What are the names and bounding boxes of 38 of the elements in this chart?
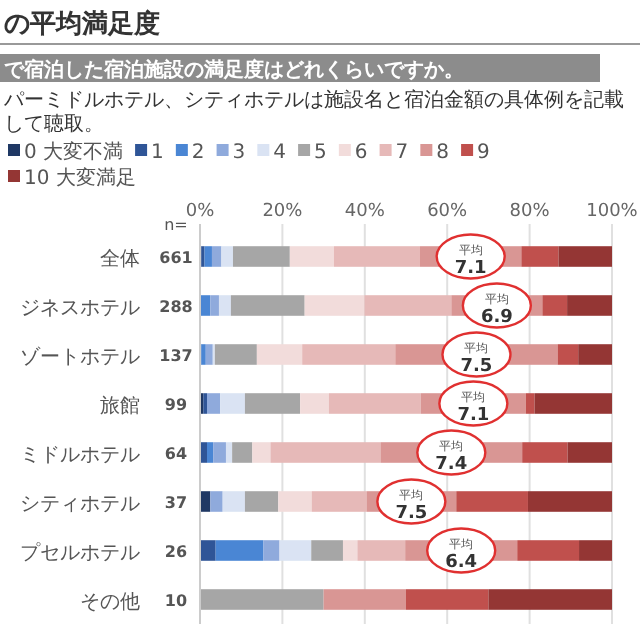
text: 37 — [164, 493, 188, 512]
legend-label: 4 — [273, 142, 287, 164]
legend-label: 3 — [232, 142, 246, 164]
legend-label: 8 — [436, 142, 450, 164]
chart-subtitle: で宿泊した宿泊施設の満足度はどれくらいですか。 — [4, 58, 464, 82]
text: n= — [164, 216, 188, 234]
text: 64 — [164, 444, 188, 463]
legend-label: 9 — [477, 142, 490, 164]
y-tick-label: シティホテル — [20, 493, 140, 516]
x-tick-label: 100% — [586, 202, 639, 222]
y-tick-label: プセルホテル — [20, 540, 140, 565]
y-tick-label: ミドルホテル — [20, 444, 140, 467]
text: 137 — [159, 346, 193, 365]
y-tick-label: ジネスホテル — [20, 297, 140, 320]
y-tick-label: 旅館 — [100, 393, 140, 418]
legend-label: 6 — [354, 142, 368, 164]
text: 10 — [164, 591, 188, 610]
legend-label: 10 大変満足 — [24, 166, 136, 190]
legend-label: 1 — [151, 142, 164, 164]
legend-label: 5 — [314, 142, 327, 164]
x-tick-label: 60% — [427, 202, 469, 222]
legend-label: 7 — [395, 142, 409, 164]
text: 26 — [164, 542, 188, 561]
legend-label: 0 大変不満 — [24, 140, 124, 164]
text: 288 — [159, 297, 194, 316]
y-tick-label: その他 — [80, 589, 140, 614]
x-tick-label: 80% — [509, 202, 551, 222]
note: パーミドルホテル、シティホテルは施設名と宿泊金額の具体例を記載して聴取。 — [4, 90, 624, 136]
subtitle: で宿泊した宿泊施設の満足度はどれくらいですか。 — [0, 54, 600, 82]
x-tick-label: 40% — [344, 202, 386, 222]
text: 99 — [164, 395, 188, 414]
x-tick-label: 0% — [185, 202, 216, 222]
legend-label: 2 — [191, 142, 205, 164]
title: の平均満足度 — [4, 10, 160, 40]
y-tick-label: 全体 — [100, 246, 140, 271]
text: 661 — [159, 248, 194, 267]
x-tick-label: 20% — [262, 202, 304, 222]
y-tick-label: ゾートホテル — [20, 344, 140, 369]
